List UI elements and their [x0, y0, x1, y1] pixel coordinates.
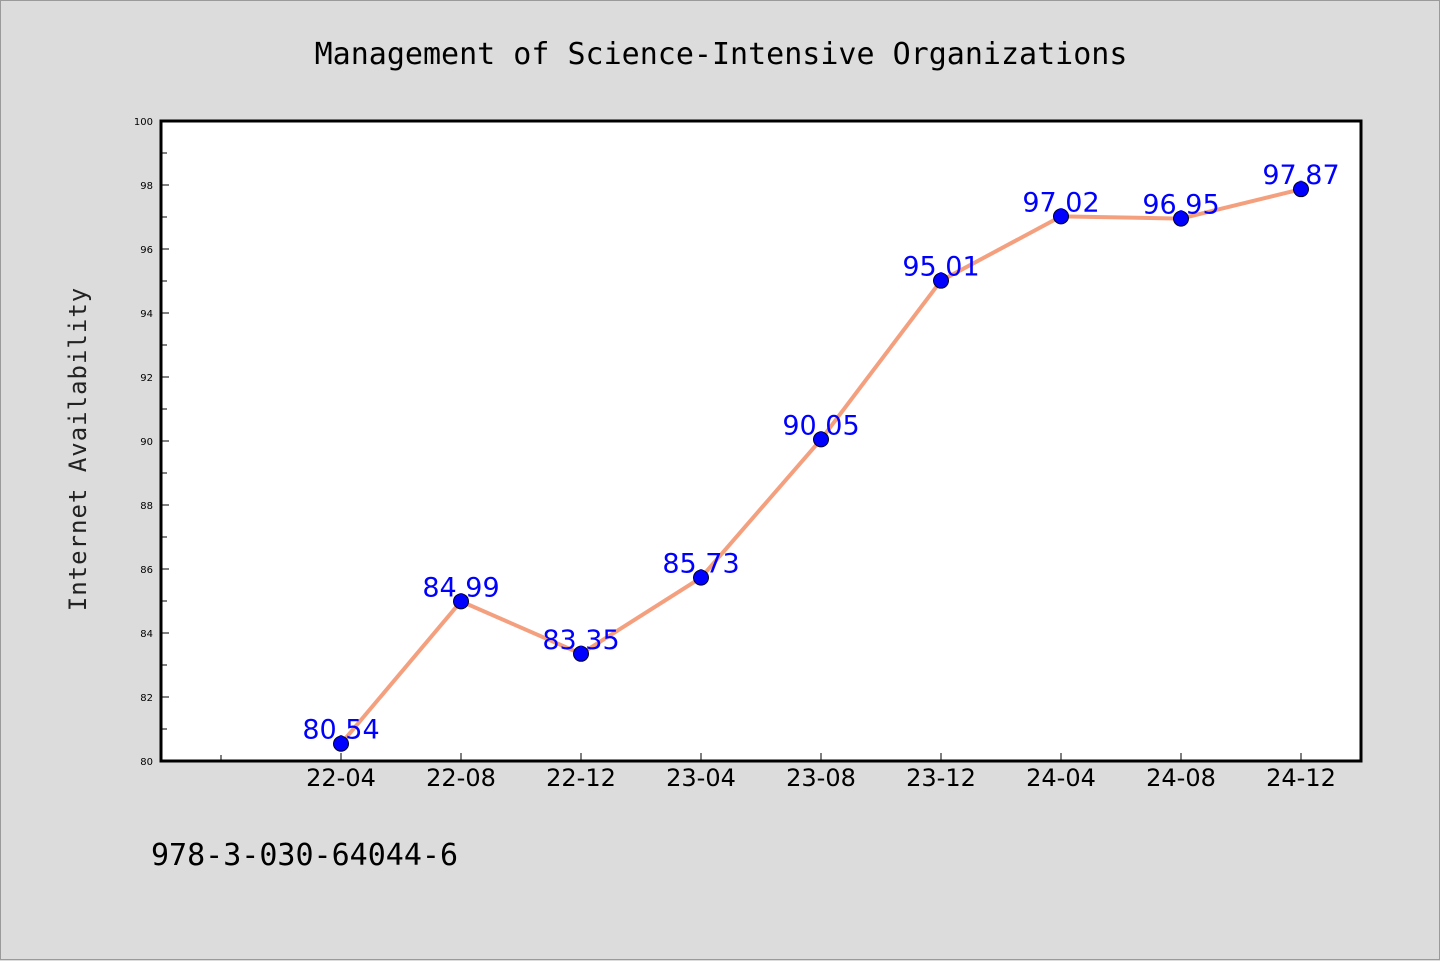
x-tick-label: 23-08	[786, 764, 856, 792]
x-tick-label: 24-12	[1266, 764, 1336, 792]
data-point-marker	[933, 272, 949, 289]
y-tick-label: 82	[140, 693, 153, 704]
axis-ticks: 80 82 84 86 88 90 92 94 96 98 100 22-04 22-08 22-12 23…	[134, 117, 1336, 792]
data-point-marker	[453, 593, 469, 610]
data-point-marker	[1293, 181, 1309, 198]
y-tick-label: 94	[140, 309, 153, 320]
series-markers	[333, 181, 1309, 752]
data-value-label: 84.99	[422, 572, 499, 603]
chart-title: Management of Science-Intensive Organiza…	[315, 37, 1128, 72]
data-value-label: 97.87	[1262, 160, 1339, 191]
x-tick-label: 22-04	[306, 764, 376, 792]
data-value-label: 97.02	[1022, 187, 1099, 218]
data-point-marker	[333, 735, 349, 752]
data-point-marker	[693, 569, 709, 586]
data-value-label: 90.05	[782, 410, 859, 441]
plot-border	[159, 119, 1363, 763]
data-value-label: 85.73	[662, 549, 739, 580]
data-point-marker	[1053, 208, 1069, 225]
data-value-label: 96.95	[1142, 190, 1219, 221]
x-tick-label: 23-04	[666, 764, 736, 792]
data-point-marker	[1173, 210, 1189, 227]
data-point-marker	[813, 431, 829, 448]
plot-area	[161, 121, 1361, 761]
data-labels: 80.54 84.99 83.35 85.73 90.05 95.01 97.02 96.95…	[302, 160, 1339, 746]
x-tick-label: 23-12	[906, 764, 976, 792]
y-tick-label: 84	[140, 629, 153, 640]
x-tick-label: 24-08	[1146, 764, 1216, 792]
y-tick-label: 96	[140, 245, 153, 256]
data-value-label: 83.35	[542, 625, 619, 656]
data-value-label: 95.01	[902, 252, 979, 283]
y-tick-label: 86	[140, 565, 153, 576]
data-value-label: 80.54	[302, 715, 379, 746]
x-tick-label: 22-12	[546, 764, 616, 792]
footer-isbn: 978-3-030-64044-6	[151, 838, 458, 873]
y-tick-label: 100	[134, 117, 153, 128]
y-tick-label: 92	[140, 373, 153, 384]
y-axis-label: Internet Availability	[64, 287, 92, 611]
x-tick-label: 22-08	[426, 764, 496, 792]
data-point-marker	[573, 645, 589, 662]
x-tick-label: 24-04	[1026, 764, 1096, 792]
y-tick-label: 98	[140, 181, 153, 192]
y-tick-label: 80	[140, 757, 153, 768]
y-tick-label: 88	[140, 501, 153, 512]
y-tick-label: 90	[140, 437, 153, 448]
